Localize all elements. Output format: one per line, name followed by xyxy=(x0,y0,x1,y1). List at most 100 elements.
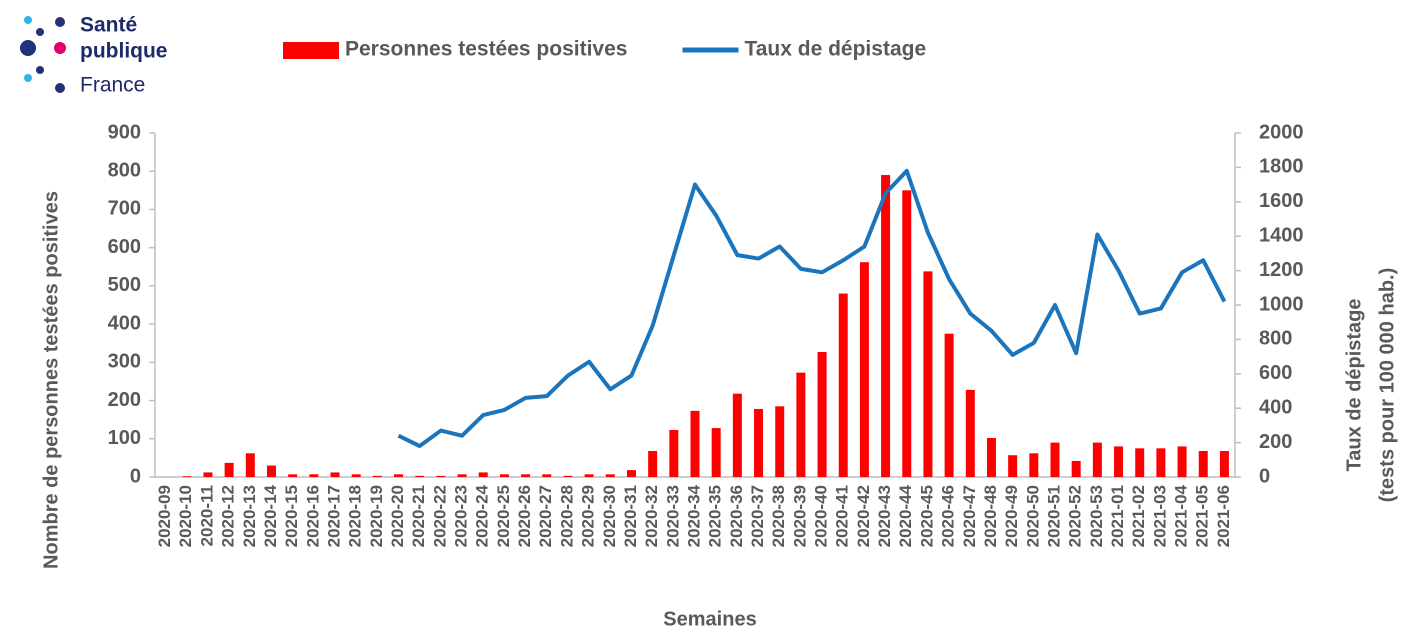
y2-tick-label: 800 xyxy=(1259,328,1292,350)
bar xyxy=(986,438,996,477)
bar xyxy=(817,352,827,477)
x-tick-label: 2021-01 xyxy=(1108,485,1127,547)
x-tick-label: 2020-35 xyxy=(706,485,725,547)
x-tick-label: 2020-47 xyxy=(960,485,979,547)
bar xyxy=(1008,455,1018,477)
x-tick-label: 2020-12 xyxy=(219,485,238,547)
bar xyxy=(944,333,954,477)
y-tick-label: 100 xyxy=(108,427,141,449)
bar xyxy=(1050,442,1060,477)
y2-tick-label: 2000 xyxy=(1259,121,1304,143)
logo-dot xyxy=(55,83,65,93)
x-tick-label: 2020-24 xyxy=(473,484,492,547)
x-tick-label: 2020-41 xyxy=(833,485,852,547)
y-tick-label: 600 xyxy=(108,236,141,258)
x-tick-label: 2020-15 xyxy=(282,485,301,547)
bar xyxy=(626,470,636,477)
y2-tick-label: 600 xyxy=(1259,362,1292,384)
bar xyxy=(711,428,721,477)
x-tick-label: 2021-04 xyxy=(1172,484,1191,547)
x-tick-label: 2020-30 xyxy=(600,485,619,547)
bar xyxy=(224,462,234,477)
x-tick-label: 2020-11 xyxy=(197,485,216,546)
bar xyxy=(775,406,785,477)
legend-label: Personnes testées positives xyxy=(345,38,627,61)
x-tick-label: 2020-42 xyxy=(854,485,873,547)
bar xyxy=(838,293,848,477)
logo-dot xyxy=(20,40,36,56)
bar xyxy=(859,262,869,477)
bar xyxy=(330,472,340,477)
x-tick-label: 2020-39 xyxy=(790,485,809,547)
x-tick-label: 2020-50 xyxy=(1023,485,1042,547)
bar xyxy=(288,474,298,477)
logo-dot xyxy=(55,17,65,27)
bar xyxy=(732,393,742,477)
bar xyxy=(182,476,192,477)
bar xyxy=(542,474,552,477)
logo-dot xyxy=(54,42,66,54)
x-tick-label: 2020-37 xyxy=(748,485,767,547)
legend-label: Taux de dépistage xyxy=(744,38,926,61)
x-tick-label: 2020-14 xyxy=(261,484,280,547)
y-axis-title: Nombre de personnes testées positives xyxy=(40,191,62,569)
logo: Santé publique France xyxy=(20,14,168,97)
x-tick-label: 2020-28 xyxy=(557,485,576,547)
bar xyxy=(394,474,404,477)
x-tick-label: 2020-22 xyxy=(430,485,449,547)
bar xyxy=(1092,442,1102,477)
x-tick-label: 2020-43 xyxy=(875,485,894,547)
x-tick-label: 2020-10 xyxy=(176,485,195,547)
bar xyxy=(881,175,891,478)
x-tick-label: 2020-23 xyxy=(452,485,471,547)
bar xyxy=(648,451,658,477)
bar xyxy=(266,465,276,477)
y-tick-label: 700 xyxy=(108,198,141,220)
x-tick-label: 2020-40 xyxy=(812,485,831,547)
x-tick-label: 2020-21 xyxy=(409,485,428,547)
bar xyxy=(796,372,806,477)
x-tick-label: 2020-19 xyxy=(367,485,386,547)
y2-tick-label: 1800 xyxy=(1259,156,1304,178)
bar xyxy=(351,474,361,477)
bar xyxy=(309,474,319,477)
bar xyxy=(754,408,764,477)
x-axis-title: Semaines xyxy=(663,608,756,630)
x-tick-label: 2020-48 xyxy=(981,485,1000,547)
y2-tick-label: 400 xyxy=(1259,396,1292,418)
x-tick-label: 2021-03 xyxy=(1150,485,1169,547)
bar xyxy=(1198,451,1208,477)
x-tick-label: 2020-13 xyxy=(240,485,259,547)
y2-tick-label: 1200 xyxy=(1259,259,1304,281)
y2-axis-title: Taux de dépistage xyxy=(1343,298,1365,471)
x-tick-label: 2020-46 xyxy=(939,485,958,547)
x-tick-label: 2020-32 xyxy=(642,485,661,547)
x-tick-label: 2020-34 xyxy=(684,484,703,547)
bar xyxy=(1135,448,1145,477)
x-tick-label: 2020-20 xyxy=(388,485,407,547)
bar xyxy=(1177,446,1187,477)
y2-tick-label: 1000 xyxy=(1259,293,1304,315)
x-tick-label: 2020-31 xyxy=(621,485,640,547)
bar xyxy=(1156,448,1166,477)
x-tick-label: 2020-36 xyxy=(727,485,746,547)
bar xyxy=(1114,446,1124,477)
bar xyxy=(923,271,933,477)
logo-dot xyxy=(24,74,32,82)
line xyxy=(397,168,1227,449)
bar xyxy=(965,389,975,477)
y2-tick-label: 1400 xyxy=(1259,224,1304,246)
y-tick-label: 200 xyxy=(108,389,141,411)
x-tick-label: 2020-25 xyxy=(494,485,513,547)
bar xyxy=(245,453,255,477)
x-tick-label: 2020-33 xyxy=(663,485,682,547)
x-tick-label: 2020-09 xyxy=(155,485,174,547)
logo-text: France xyxy=(80,74,145,97)
logo-dot xyxy=(24,16,32,24)
bar xyxy=(203,472,213,477)
bar xyxy=(415,475,425,477)
bar xyxy=(669,429,679,477)
x-tick-label: 2021-02 xyxy=(1129,485,1148,547)
legend-swatch xyxy=(283,42,339,59)
